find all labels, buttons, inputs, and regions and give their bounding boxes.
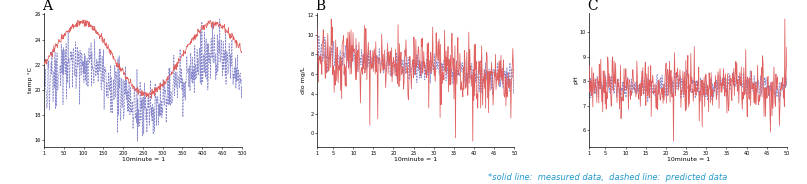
Y-axis label: dlo mg/L: dlo mg/L — [301, 66, 306, 94]
Text: A: A — [43, 0, 52, 13]
Text: B: B — [315, 0, 325, 13]
X-axis label: 10minute = 1: 10minute = 1 — [667, 157, 709, 162]
Y-axis label: temp °C: temp °C — [28, 67, 33, 93]
X-axis label: 10minute = 1: 10minute = 1 — [394, 157, 437, 162]
Y-axis label: pH: pH — [573, 76, 579, 84]
Text: C: C — [587, 0, 598, 13]
Text: *solid line:  measured data,  dashed line:  predicted data: *solid line: measured data, dashed line:… — [488, 173, 727, 182]
X-axis label: 10minute = 1: 10minute = 1 — [122, 157, 165, 162]
